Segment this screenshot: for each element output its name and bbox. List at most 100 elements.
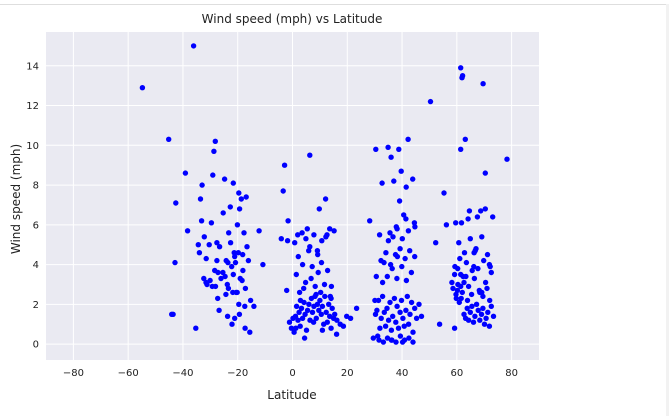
- data-point: [211, 148, 217, 154]
- data-point: [327, 226, 333, 232]
- data-point: [236, 301, 242, 307]
- data-point: [226, 230, 232, 236]
- data-point: [307, 152, 313, 158]
- data-point: [482, 170, 488, 176]
- data-point: [284, 287, 290, 294]
- data-point: [464, 297, 471, 304]
- data-point: [396, 146, 402, 152]
- data-point: [416, 301, 422, 307]
- data-point: [296, 309, 302, 315]
- data-point: [475, 307, 481, 313]
- data-point: [302, 279, 309, 286]
- data-point: [453, 295, 459, 302]
- data-point: [227, 240, 234, 246]
- y-tick-label: 10: [26, 141, 39, 152]
- data-point: [207, 277, 213, 284]
- data-point: [236, 311, 243, 317]
- data-point: [452, 263, 458, 270]
- y-tick-label: 4: [33, 260, 39, 271]
- data-point: [208, 220, 215, 226]
- data-point: [293, 325, 299, 331]
- data-point: [463, 273, 469, 280]
- data-point: [234, 222, 241, 228]
- data-point: [222, 273, 228, 280]
- data-point: [301, 335, 308, 341]
- data-point: [469, 303, 475, 309]
- data-point: [463, 259, 470, 266]
- data-point: [299, 230, 305, 236]
- data-point: [393, 339, 399, 345]
- data-point: [303, 327, 310, 333]
- data-point: [315, 269, 321, 276]
- data-point: [383, 250, 389, 256]
- y-tick-label: 8: [33, 181, 39, 192]
- data-point: [464, 305, 470, 311]
- data-point: [408, 269, 415, 276]
- data-point: [378, 315, 384, 321]
- data-point: [197, 196, 204, 202]
- data-point: [391, 295, 398, 302]
- data-point: [313, 315, 319, 321]
- data-point: [458, 146, 464, 152]
- data-point: [397, 309, 403, 315]
- data-point: [244, 244, 250, 250]
- data-point: [403, 277, 410, 284]
- x-tick-label: 0: [289, 368, 295, 379]
- data-point: [227, 204, 233, 210]
- data-point: [485, 309, 491, 315]
- y-tick-label: 14: [26, 61, 39, 72]
- data-point: [220, 269, 226, 276]
- data-point: [374, 307, 380, 313]
- data-point: [221, 176, 228, 182]
- data-point: [451, 271, 458, 278]
- data-point: [381, 259, 387, 266]
- data-point: [471, 250, 477, 256]
- data-point: [256, 228, 262, 234]
- data-point: [454, 287, 461, 294]
- data-point: [436, 321, 443, 327]
- data-point: [396, 198, 403, 204]
- data-point: [247, 297, 254, 304]
- data-point: [230, 289, 236, 296]
- data-point: [407, 248, 413, 254]
- data-point: [401, 323, 407, 329]
- data-point: [295, 253, 301, 260]
- data-point: [308, 275, 314, 282]
- data-point: [481, 321, 488, 327]
- data-point: [315, 251, 321, 258]
- data-point: [451, 325, 458, 331]
- data-point: [309, 263, 315, 270]
- x-tick-label: 60: [450, 368, 463, 379]
- data-point: [318, 289, 324, 296]
- data-point: [240, 267, 246, 274]
- data-point: [236, 206, 243, 212]
- data-point: [471, 275, 478, 282]
- data-point: [490, 313, 497, 319]
- data-point: [474, 214, 481, 220]
- data-point: [166, 136, 172, 142]
- x-tick-label: −80: [63, 368, 84, 379]
- data-point: [245, 257, 252, 264]
- data-point: [397, 333, 404, 339]
- y-tick-label: 0: [33, 340, 39, 351]
- data-point: [379, 279, 386, 286]
- data-point: [280, 188, 286, 194]
- data-point: [285, 218, 291, 224]
- data-point: [468, 291, 475, 298]
- data-point: [490, 214, 496, 220]
- data-point: [314, 248, 321, 254]
- x-tick-label: 80: [505, 368, 518, 379]
- data-point: [402, 255, 408, 262]
- data-point: [427, 98, 434, 105]
- data-point: [399, 339, 406, 345]
- data-point: [288, 325, 295, 331]
- chart-figure: Wind speed (mph) vs Latitude −80 −60 −40 −2…: [0, 6, 560, 411]
- data-point: [293, 271, 299, 278]
- data-point: [403, 307, 409, 313]
- data-point: [488, 303, 494, 309]
- data-point: [443, 222, 450, 228]
- data-point: [405, 321, 412, 327]
- data-point: [203, 279, 209, 286]
- data-point: [212, 138, 218, 144]
- data-point: [384, 273, 390, 280]
